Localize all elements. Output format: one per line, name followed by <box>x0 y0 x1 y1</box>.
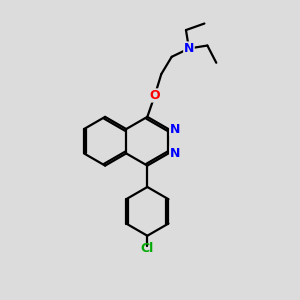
Text: N: N <box>170 122 180 136</box>
Text: O: O <box>149 89 160 102</box>
Text: N: N <box>170 147 180 160</box>
Text: N: N <box>184 42 194 55</box>
Text: Cl: Cl <box>141 242 154 255</box>
